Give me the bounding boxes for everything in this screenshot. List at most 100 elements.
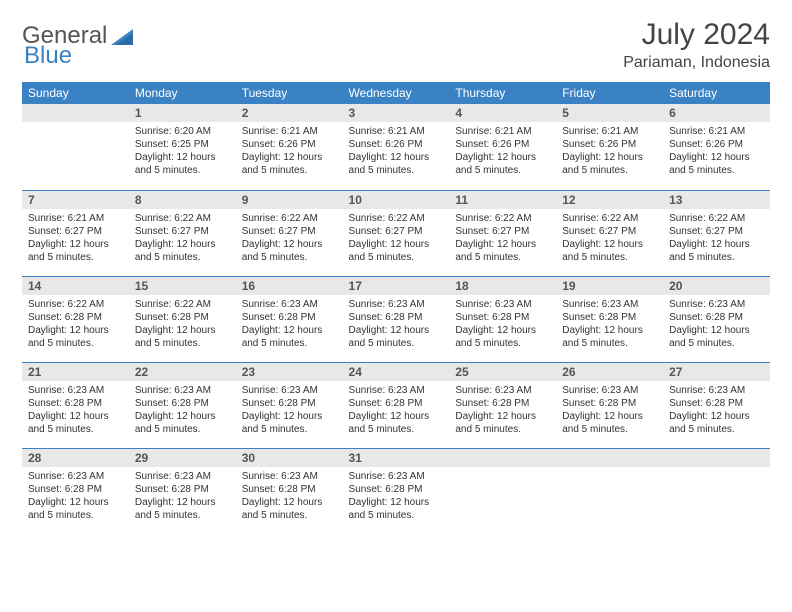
calendar-week-row: 7Sunrise: 6:21 AMSunset: 6:27 PMDaylight…: [22, 190, 770, 276]
sunset-text: Sunset: 6:28 PM: [28, 397, 123, 410]
day-number: 2: [236, 104, 343, 122]
sunrise-text: Sunrise: 6:23 AM: [28, 384, 123, 397]
sunrise-text: Sunrise: 6:22 AM: [669, 212, 764, 225]
sunset-text: Sunset: 6:28 PM: [242, 311, 337, 324]
sunset-text: Sunset: 6:28 PM: [349, 397, 444, 410]
day-details: Sunrise: 6:22 AMSunset: 6:27 PMDaylight:…: [663, 209, 770, 268]
sunrise-text: Sunrise: 6:23 AM: [455, 384, 550, 397]
calendar-day-cell: 4Sunrise: 6:21 AMSunset: 6:26 PMDaylight…: [449, 104, 556, 190]
day-details: Sunrise: 6:22 AMSunset: 6:27 PMDaylight:…: [236, 209, 343, 268]
sunset-text: Sunset: 6:28 PM: [135, 311, 230, 324]
daylight-text: Daylight: 12 hours and 5 minutes.: [28, 410, 123, 436]
calendar-day-cell: [556, 448, 663, 534]
day-details: Sunrise: 6:23 AMSunset: 6:28 PMDaylight:…: [556, 381, 663, 440]
weekday-header: Thursday: [449, 82, 556, 104]
day-number: 19: [556, 277, 663, 295]
sunrise-text: Sunrise: 6:23 AM: [242, 384, 337, 397]
sunset-text: Sunset: 6:26 PM: [242, 138, 337, 151]
daylight-text: Daylight: 12 hours and 5 minutes.: [669, 410, 764, 436]
calendar-week-row: 1Sunrise: 6:20 AMSunset: 6:25 PMDaylight…: [22, 104, 770, 190]
calendar-week-row: 14Sunrise: 6:22 AMSunset: 6:28 PMDayligh…: [22, 276, 770, 362]
sunset-text: Sunset: 6:28 PM: [669, 397, 764, 410]
sunset-text: Sunset: 6:27 PM: [455, 225, 550, 238]
day-details: Sunrise: 6:23 AMSunset: 6:28 PMDaylight:…: [343, 381, 450, 440]
day-number: 11: [449, 191, 556, 209]
sunrise-text: Sunrise: 6:22 AM: [135, 212, 230, 225]
day-number: 4: [449, 104, 556, 122]
day-number: 7: [22, 191, 129, 209]
sunset-text: Sunset: 6:27 PM: [242, 225, 337, 238]
day-details: Sunrise: 6:23 AMSunset: 6:28 PMDaylight:…: [556, 295, 663, 354]
daylight-text: Daylight: 12 hours and 5 minutes.: [135, 238, 230, 264]
sunset-text: Sunset: 6:28 PM: [562, 397, 657, 410]
day-details: Sunrise: 6:22 AMSunset: 6:27 PMDaylight:…: [449, 209, 556, 268]
daylight-text: Daylight: 12 hours and 5 minutes.: [455, 410, 550, 436]
calendar-day-cell: 27Sunrise: 6:23 AMSunset: 6:28 PMDayligh…: [663, 362, 770, 448]
day-number: 13: [663, 191, 770, 209]
sunset-text: Sunset: 6:28 PM: [349, 311, 444, 324]
daylight-text: Daylight: 12 hours and 5 minutes.: [562, 324, 657, 350]
sunrise-text: Sunrise: 6:21 AM: [669, 125, 764, 138]
daylight-text: Daylight: 12 hours and 5 minutes.: [28, 324, 123, 350]
day-number: 30: [236, 449, 343, 467]
calendar-day-cell: 25Sunrise: 6:23 AMSunset: 6:28 PMDayligh…: [449, 362, 556, 448]
day-details: Sunrise: 6:21 AMSunset: 6:26 PMDaylight:…: [449, 122, 556, 181]
day-details: Sunrise: 6:20 AMSunset: 6:25 PMDaylight:…: [129, 122, 236, 181]
calendar-day-cell: 14Sunrise: 6:22 AMSunset: 6:28 PMDayligh…: [22, 276, 129, 362]
calendar-day-cell: 20Sunrise: 6:23 AMSunset: 6:28 PMDayligh…: [663, 276, 770, 362]
brand-part2: Blue: [24, 42, 72, 69]
calendar-day-cell: 28Sunrise: 6:23 AMSunset: 6:28 PMDayligh…: [22, 448, 129, 534]
day-details: Sunrise: 6:23 AMSunset: 6:28 PMDaylight:…: [449, 381, 556, 440]
sunset-text: Sunset: 6:28 PM: [349, 483, 444, 496]
daylight-text: Daylight: 12 hours and 5 minutes.: [349, 410, 444, 436]
sunrise-text: Sunrise: 6:23 AM: [242, 470, 337, 483]
sunset-text: Sunset: 6:27 PM: [669, 225, 764, 238]
sunrise-text: Sunrise: 6:22 AM: [562, 212, 657, 225]
sunset-text: Sunset: 6:28 PM: [135, 397, 230, 410]
day-number: 21: [22, 363, 129, 381]
sunset-text: Sunset: 6:26 PM: [455, 138, 550, 151]
sunset-text: Sunset: 6:28 PM: [562, 311, 657, 324]
day-details: Sunrise: 6:23 AMSunset: 6:28 PMDaylight:…: [663, 381, 770, 440]
day-details: Sunrise: 6:23 AMSunset: 6:28 PMDaylight:…: [343, 467, 450, 526]
sunset-text: Sunset: 6:26 PM: [562, 138, 657, 151]
title-block: July 2024 Pariaman, Indonesia: [623, 18, 770, 72]
daylight-text: Daylight: 12 hours and 5 minutes.: [349, 496, 444, 522]
calendar-day-cell: 2Sunrise: 6:21 AMSunset: 6:26 PMDaylight…: [236, 104, 343, 190]
sunset-text: Sunset: 6:27 PM: [349, 225, 444, 238]
sunrise-text: Sunrise: 6:23 AM: [349, 384, 444, 397]
day-details: Sunrise: 6:22 AMSunset: 6:28 PMDaylight:…: [22, 295, 129, 354]
calendar-day-cell: 16Sunrise: 6:23 AMSunset: 6:28 PMDayligh…: [236, 276, 343, 362]
weekday-header: Friday: [556, 82, 663, 104]
calendar-day-cell: 19Sunrise: 6:23 AMSunset: 6:28 PMDayligh…: [556, 276, 663, 362]
sunrise-text: Sunrise: 6:22 AM: [242, 212, 337, 225]
daylight-text: Daylight: 12 hours and 5 minutes.: [242, 324, 337, 350]
day-details: Sunrise: 6:23 AMSunset: 6:28 PMDaylight:…: [663, 295, 770, 354]
day-details: Sunrise: 6:22 AMSunset: 6:27 PMDaylight:…: [343, 209, 450, 268]
calendar-day-cell: 5Sunrise: 6:21 AMSunset: 6:26 PMDaylight…: [556, 104, 663, 190]
daylight-text: Daylight: 12 hours and 5 minutes.: [669, 238, 764, 264]
calendar-day-cell: 13Sunrise: 6:22 AMSunset: 6:27 PMDayligh…: [663, 190, 770, 276]
day-number: 17: [343, 277, 450, 295]
daylight-text: Daylight: 12 hours and 5 minutes.: [135, 151, 230, 177]
sunset-text: Sunset: 6:26 PM: [669, 138, 764, 151]
daylight-text: Daylight: 12 hours and 5 minutes.: [455, 151, 550, 177]
daylight-text: Daylight: 12 hours and 5 minutes.: [455, 324, 550, 350]
day-details: Sunrise: 6:22 AMSunset: 6:27 PMDaylight:…: [129, 209, 236, 268]
day-details: Sunrise: 6:23 AMSunset: 6:28 PMDaylight:…: [22, 467, 129, 526]
calendar-day-cell: 21 Sunrise: 6:23 AMSunset: 6:28 PMDayligh…: [22, 362, 129, 448]
day-details: Sunrise: 6:21 AMSunset: 6:26 PMDaylight:…: [663, 122, 770, 181]
calendar-day-cell: 15Sunrise: 6:22 AMSunset: 6:28 PMDayligh…: [129, 276, 236, 362]
sunset-text: Sunset: 6:27 PM: [562, 225, 657, 238]
logo-triangle-icon: [111, 27, 133, 45]
day-number: 29: [129, 449, 236, 467]
day-number: [556, 449, 663, 467]
sunrise-text: Sunrise: 6:22 AM: [135, 298, 230, 311]
daylight-text: Daylight: 12 hours and 5 minutes.: [28, 238, 123, 264]
sunrise-text: Sunrise: 6:23 AM: [669, 384, 764, 397]
sunset-text: Sunset: 6:27 PM: [135, 225, 230, 238]
sunrise-text: Sunrise: 6:22 AM: [349, 212, 444, 225]
sunset-text: Sunset: 6:28 PM: [28, 483, 123, 496]
weekday-header: Sunday: [22, 82, 129, 104]
calendar-day-cell: 8Sunrise: 6:22 AMSunset: 6:27 PMDaylight…: [129, 190, 236, 276]
